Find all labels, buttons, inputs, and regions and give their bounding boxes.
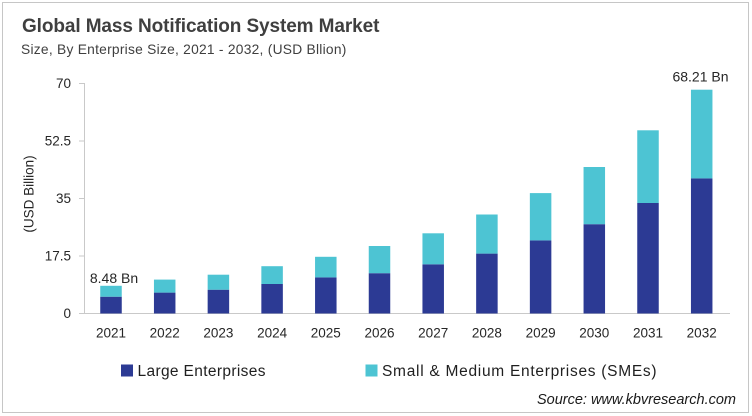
svg-text:70: 70 (56, 76, 71, 91)
svg-text:2022: 2022 (150, 326, 180, 341)
svg-text:17.5: 17.5 (45, 249, 71, 264)
svg-text:2032: 2032 (687, 326, 717, 341)
svg-text:2029: 2029 (526, 326, 556, 341)
svg-text:Source: www.kbvresearch.com: Source: www.kbvresearch.com (537, 392, 736, 408)
svg-text:(USD Billion): (USD Billion) (22, 155, 37, 232)
svg-text:2027: 2027 (418, 326, 448, 341)
svg-text:68.21 Bn: 68.21 Bn (672, 69, 728, 85)
svg-text:35: 35 (56, 191, 71, 206)
svg-text:2023: 2023 (203, 326, 233, 341)
svg-text:2030: 2030 (579, 326, 609, 341)
svg-text:2024: 2024 (257, 326, 288, 341)
svg-text:52.5: 52.5 (45, 134, 71, 149)
svg-text:Large Enterprises: Large Enterprises (138, 363, 266, 380)
svg-text:0: 0 (63, 306, 71, 321)
svg-text:2031: 2031 (633, 326, 663, 341)
svg-text:8.48 Bn: 8.48 Bn (90, 270, 138, 286)
svg-text:2025: 2025 (311, 326, 341, 341)
svg-text:2026: 2026 (364, 326, 394, 341)
svg-text:Size, By Enterprise Size, 2021: Size, By Enterprise Size, 2021 - 2032, (… (21, 42, 347, 57)
svg-text:Global Mass Notification Syste: Global Mass Notification System Market (22, 16, 380, 37)
svg-text:2028: 2028 (472, 326, 502, 341)
svg-text:Small & Medium Enterprises (SM: Small & Medium Enterprises (SMEs) (382, 363, 657, 380)
svg-text:2021: 2021 (96, 326, 126, 341)
